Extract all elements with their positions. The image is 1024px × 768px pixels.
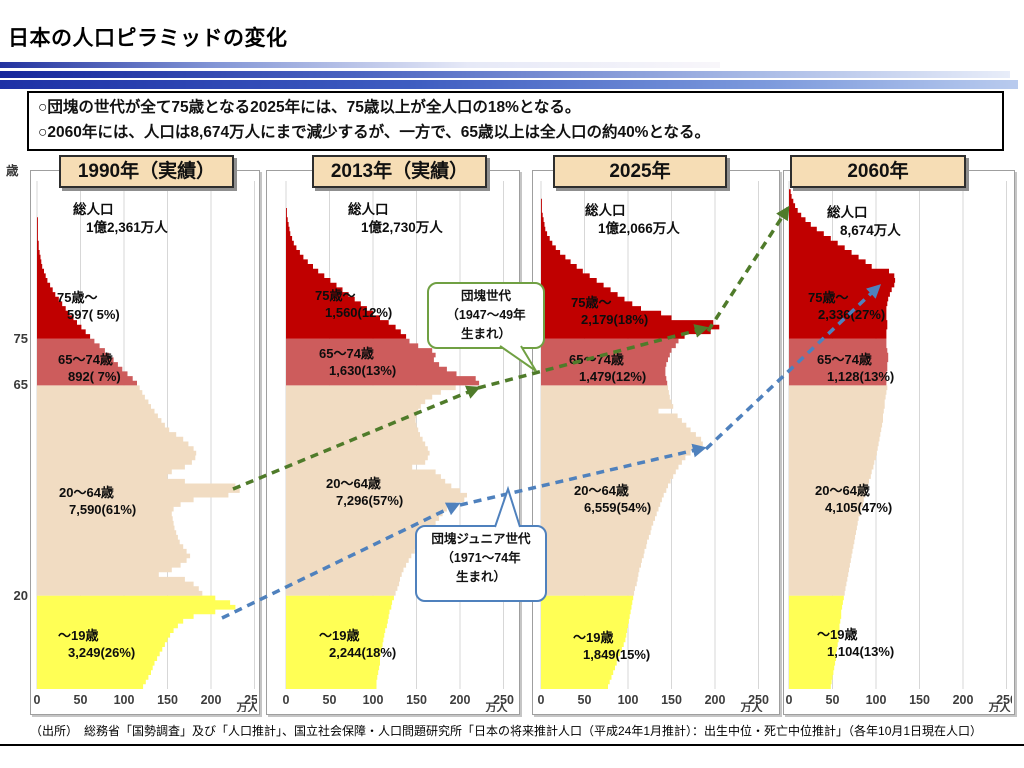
age-axis-unit-label: 歳 (6, 164, 19, 178)
summary-box: ○団塊の世代が全て75歳となる2025年には、75歳以上が全人口の18%となる。… (27, 91, 1004, 151)
svg-text:150: 150 (909, 693, 930, 707)
svg-text:100: 100 (618, 693, 639, 707)
title-underline-bar (0, 71, 1010, 78)
dankai-junior-generation-callout: 団塊ジュニア世代 （1971～74年 生まれ） (415, 525, 547, 602)
summary-line-1: ○団塊の世代が全て75歳となる2025年には、75歳以上が全人口の18%となる。 (38, 99, 581, 116)
svg-text:250: 250 (996, 693, 1012, 707)
panel-header-2013: 2013年（実績） (312, 155, 487, 188)
title-underline-bar (0, 62, 720, 68)
pyramid-panel-2025: 0 50 100 150 200 250 万人 総人口 1億2,066万人 75歳～ 2,1… (532, 170, 780, 715)
svg-text:150: 150 (661, 693, 682, 707)
age-65-74-label: 65～74歳 1,479(12%) (569, 352, 647, 384)
svg-text:250: 250 (493, 693, 514, 707)
age-0-19-label: ～19歳 2,244(18%) (319, 628, 397, 660)
svg-text:100: 100 (866, 693, 887, 707)
svg-text:100: 100 (114, 693, 135, 707)
svg-text:50: 50 (74, 693, 88, 707)
svg-text:万人: 万人 (236, 700, 258, 712)
panel-header-1990: 1990年（実績） (59, 155, 234, 188)
age-0-19-label: ～19歳 1,849(15%) (573, 630, 651, 662)
svg-text:100: 100 (363, 693, 384, 707)
age-75plus-label: 75歳～ 2,336(27%) (808, 290, 886, 322)
pyramid-panel-2013: 0 50 100 150 200 250 万人 総人口 1億2,730万人 75歳～ 1,5… (266, 170, 520, 715)
svg-text:万人: 万人 (485, 700, 509, 712)
svg-text:200: 200 (953, 693, 974, 707)
panel-header-2060: 2060年 (790, 155, 966, 188)
age-75plus-label: 75歳～ 2,179(18%) (571, 295, 649, 327)
svg-text:0: 0 (283, 693, 290, 707)
total-population-label: 総人口 1億2,066万人 (585, 203, 680, 236)
svg-text:0: 0 (34, 693, 41, 707)
total-population-label: 総人口 1億2,361万人 (73, 202, 168, 235)
svg-text:250: 250 (244, 693, 257, 707)
dankai-generation-callout: 団塊世代 （1947～49年 生まれ） (427, 282, 545, 349)
total-population-label: 総人口 1億2,730万人 (348, 202, 443, 235)
source-note: （出所） 総務省「国勢調査」及び「人口推計」、国立社会保障・人口問題研究所「日本… (30, 724, 983, 738)
svg-text:万人: 万人 (740, 700, 764, 712)
age-20-64-label: 20～64歳 6,559(54%) (574, 483, 652, 515)
svg-text:150: 150 (406, 693, 427, 707)
svg-text:200: 200 (705, 693, 726, 707)
age-tick-65: 65 (13, 377, 28, 392)
svg-text:0: 0 (538, 693, 545, 707)
age-65-74-label: 65～74歳 892( 7%) (58, 352, 121, 384)
page-title: 日本の人口ピラミッドの変化 (8, 27, 288, 50)
age-20-64-label: 20～64歳 7,590(61%) (59, 485, 137, 517)
bottom-rule (0, 744, 1024, 746)
age-tick-20: 20 (13, 588, 28, 603)
age-65-74-label: 65～74歳 1,128(13%) (817, 352, 895, 384)
summary-line-2: ○2060年には、人口は8,674万人にまで減少するが、一方で、65歳以上は全人… (38, 123, 711, 141)
svg-text:50: 50 (323, 693, 337, 707)
svg-text:250: 250 (748, 693, 769, 707)
age-65-74-label: 65～74歳 1,630(13%) (319, 346, 397, 378)
svg-text:150: 150 (157, 693, 178, 707)
age-75plus-label: 75歳～ 597( 5%) (57, 290, 120, 322)
svg-text:200: 200 (201, 693, 222, 707)
svg-text:50: 50 (826, 693, 840, 707)
svg-text:50: 50 (578, 693, 592, 707)
age-tick-75: 75 (13, 331, 28, 346)
svg-text:200: 200 (450, 693, 471, 707)
total-population-label: 総人口 8,674万人 (827, 205, 901, 238)
svg-text:0: 0 (786, 693, 793, 707)
age-75plus-label: 75歳～ 1,560(12%) (315, 288, 393, 320)
age-20-64-label: 20～64歳 7,296(57%) (326, 476, 404, 508)
panel-header-2025: 2025年 (553, 155, 727, 188)
svg-text:万人: 万人 (988, 700, 1012, 712)
age-20-64-label: 20～64歳 4,105(47%) (815, 483, 893, 515)
age-0-19-label: ～19歳 3,249(26%) (58, 628, 136, 660)
age-0-19-label: ～19歳 1,104(13%) (817, 627, 895, 659)
title-underline-bar (0, 80, 1018, 89)
